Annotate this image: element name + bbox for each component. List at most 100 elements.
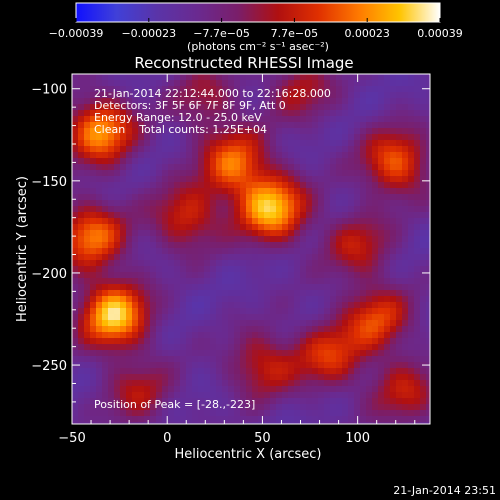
heatmap-cell	[294, 398, 301, 405]
heatmap-cell	[276, 380, 283, 387]
heatmap-cell	[132, 332, 139, 339]
heatmap-cell	[270, 158, 277, 165]
heatmap-cell	[354, 86, 361, 93]
heatmap-cell	[186, 254, 193, 261]
heatmap-cell	[222, 374, 229, 381]
heatmap-cell	[174, 146, 181, 153]
heatmap-cell	[318, 170, 325, 177]
heatmap-cell	[264, 290, 271, 297]
heatmap-cell	[96, 128, 103, 135]
heatmap-cell	[240, 338, 247, 345]
heatmap-cell	[222, 254, 229, 261]
heatmap-cell	[414, 134, 421, 141]
heatmap-cell	[114, 98, 121, 105]
heatmap-cell	[78, 86, 85, 93]
heatmap-cell	[90, 230, 97, 237]
heatmap-cell	[150, 98, 157, 105]
heatmap-cell	[276, 206, 283, 213]
heatmap-cell	[264, 224, 271, 231]
heatmap-cell	[402, 248, 409, 255]
heatmap-cell	[306, 386, 313, 393]
heatmap-cell	[114, 392, 121, 399]
heatmap-cell	[258, 98, 265, 105]
heatmap-cell	[78, 260, 85, 267]
heatmap-cell	[72, 164, 79, 171]
heatmap-cell	[198, 212, 205, 219]
heatmap-cell	[354, 350, 361, 357]
heatmap-cell	[360, 290, 367, 297]
heatmap-cell	[354, 380, 361, 387]
heatmap-cell	[312, 206, 319, 213]
heatmap-cell	[180, 326, 187, 333]
heatmap-cell	[192, 200, 199, 207]
heatmap-cell	[342, 260, 349, 267]
heatmap-cell	[72, 422, 79, 424]
heatmap-cell	[198, 368, 205, 375]
heatmap-cell	[120, 152, 127, 159]
heatmap-cell	[228, 170, 235, 177]
heatmap-cell	[174, 410, 181, 417]
heatmap-cell	[288, 134, 295, 141]
heatmap-cell	[186, 182, 193, 189]
heatmap-cell	[354, 170, 361, 177]
heatmap-cell	[156, 386, 163, 393]
heatmap-cell	[372, 386, 379, 393]
heatmap-cell	[144, 128, 151, 135]
heatmap-cell	[390, 410, 397, 417]
heatmap-cell	[342, 296, 349, 303]
heatmap-cell	[270, 344, 277, 351]
heatmap-cell	[252, 236, 259, 243]
heatmap-cell	[144, 236, 151, 243]
heatmap-cell	[312, 104, 319, 111]
heatmap-cell	[210, 260, 217, 267]
heatmap-cell	[228, 422, 235, 424]
heatmap-cell	[156, 374, 163, 381]
heatmap-cell	[156, 80, 163, 87]
heatmap-cell	[426, 176, 430, 183]
heatmap-cell	[102, 272, 109, 279]
heatmap-cell	[210, 422, 217, 424]
heatmap-cell	[174, 122, 181, 129]
heatmap-cell	[96, 194, 103, 201]
heatmap-cell	[84, 380, 91, 387]
heatmap-cell	[426, 266, 430, 273]
heatmap-cell	[324, 290, 331, 297]
heatmap-cell	[258, 176, 265, 183]
heatmap-cell	[216, 362, 223, 369]
heatmap-cell	[198, 188, 205, 195]
heatmap-cell	[294, 314, 301, 321]
heatmap-cell	[216, 308, 223, 315]
heatmap-cell	[210, 380, 217, 387]
heatmap-cell	[384, 260, 391, 267]
heatmap-cell	[378, 212, 385, 219]
heatmap-cell	[282, 404, 289, 411]
heatmap-cell	[72, 170, 79, 177]
heatmap-cell	[216, 404, 223, 411]
heatmap-cell	[228, 338, 235, 345]
heatmap-cell	[222, 110, 229, 117]
heatmap-cell	[282, 170, 289, 177]
heatmap-cell	[186, 392, 193, 399]
heatmap-cell	[72, 260, 79, 267]
heatmap-cell	[360, 302, 367, 309]
heatmap-cell	[120, 146, 127, 153]
heatmap-cell	[246, 170, 253, 177]
heatmap-cell	[120, 248, 127, 255]
heatmap-cell	[108, 134, 115, 141]
heatmap-cell	[84, 116, 91, 123]
heatmap-cell	[138, 98, 145, 105]
heatmap-cell	[72, 404, 79, 411]
heatmap-cell	[324, 260, 331, 267]
heatmap-cell	[366, 116, 373, 123]
heatmap-cell	[396, 248, 403, 255]
heatmap-cell	[252, 224, 259, 231]
heatmap-cell	[414, 338, 421, 345]
heatmap-cell	[330, 110, 337, 117]
heatmap-cell	[210, 392, 217, 399]
heatmap-cell	[252, 374, 259, 381]
footer-timestamp: 21-Jan-2014 23:51	[393, 484, 496, 497]
heatmap-cell	[210, 116, 217, 123]
heatmap-cell	[216, 302, 223, 309]
heatmap-cell	[324, 140, 331, 147]
heatmap-cell	[360, 398, 367, 405]
